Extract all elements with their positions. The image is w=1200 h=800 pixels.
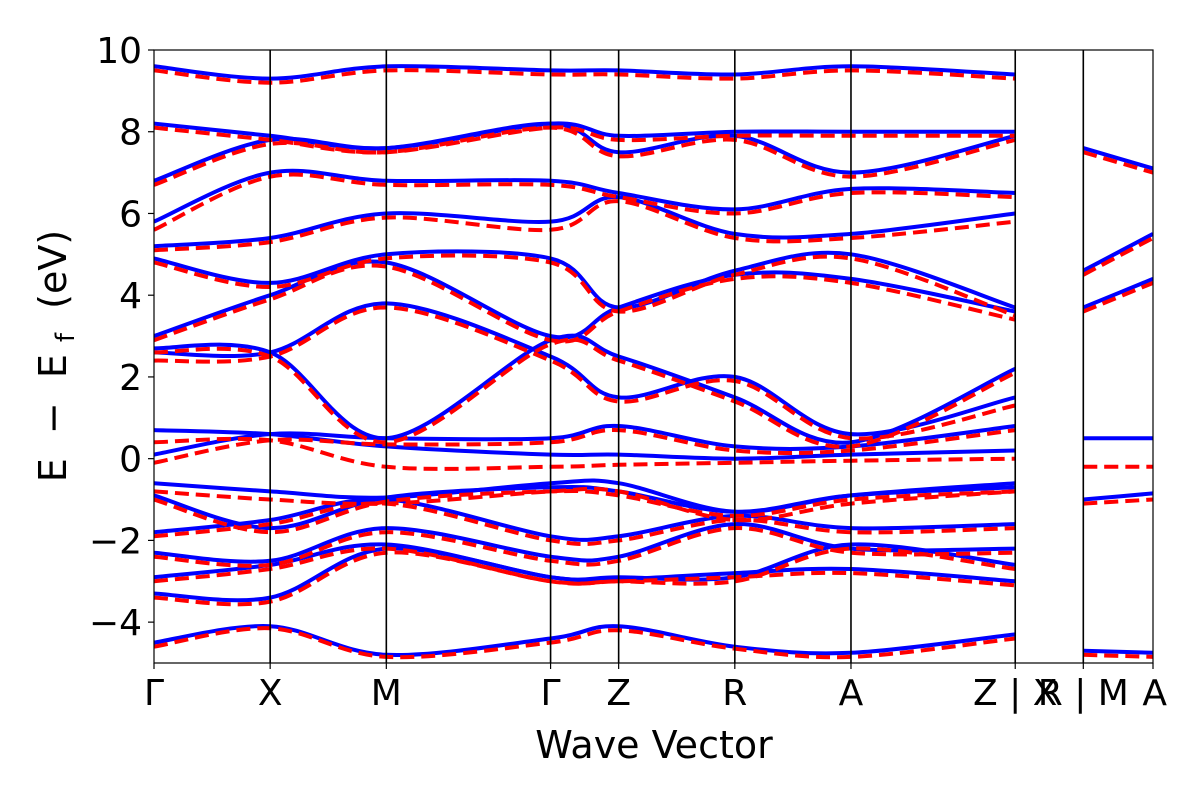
y-tick-label: −2 bbox=[89, 521, 142, 562]
x-tick-label: Γ bbox=[144, 673, 164, 714]
band-line bbox=[1083, 652, 1153, 659]
y-label-e-fermi: E bbox=[31, 354, 75, 378]
y-tick-label: 0 bbox=[119, 440, 142, 481]
plot-frame bbox=[153, 49, 1154, 664]
x-tick-label: A bbox=[839, 673, 864, 714]
kpoint-lines bbox=[269, 50, 1085, 663]
band-line bbox=[1083, 497, 1153, 506]
y-tick-label: 4 bbox=[119, 276, 142, 317]
band-line bbox=[1083, 648, 1153, 655]
x-tick-label: X bbox=[258, 673, 283, 714]
x-tick-label: A bbox=[1142, 673, 1167, 714]
band-line bbox=[154, 546, 1016, 586]
x-tick-label: Z bbox=[606, 673, 631, 714]
band-line bbox=[154, 550, 1016, 607]
band-line bbox=[1082, 146, 1153, 171]
band-line bbox=[154, 253, 1016, 318]
y-label-e: E bbox=[31, 458, 75, 482]
band-line bbox=[154, 263, 1016, 344]
svg-text:E − E f: E − E f (eV) bbox=[31, 230, 83, 482]
y-axis-ticks: −4 −2 0 2 4 6 8 10 bbox=[89, 31, 154, 644]
x-tick-label: R bbox=[722, 673, 747, 714]
y-tick-label: 8 bbox=[119, 113, 142, 154]
y-axis-label: E − E f (eV) bbox=[31, 230, 83, 482]
x-axis-label: Wave Vector bbox=[535, 723, 773, 767]
y-label-minus: − bbox=[31, 402, 75, 434]
band-line bbox=[154, 489, 1016, 535]
band-line bbox=[1082, 232, 1153, 273]
band-line bbox=[154, 501, 1016, 547]
x-tick-label: Γ bbox=[541, 673, 561, 714]
x-tick-label: R | M bbox=[1038, 673, 1129, 714]
x-axis-ticks: Γ X M Γ Z R A Z | XR | M A bbox=[144, 663, 1167, 714]
band-line bbox=[1082, 281, 1153, 314]
y-tick-label: 6 bbox=[119, 194, 142, 235]
band-line bbox=[154, 526, 1016, 568]
band-line bbox=[1082, 236, 1153, 277]
band-line bbox=[1082, 150, 1153, 175]
y-tick-label: 2 bbox=[119, 358, 142, 399]
y-label-unit: (eV) bbox=[31, 230, 75, 309]
y-tick-label: −4 bbox=[89, 603, 142, 644]
x-tick-label: Z | X bbox=[973, 673, 1057, 714]
band-line bbox=[1082, 277, 1153, 310]
y-label-subscript-f: f bbox=[51, 332, 81, 342]
band-line bbox=[1083, 491, 1153, 502]
y-tick-label: 10 bbox=[96, 31, 142, 72]
band-line bbox=[154, 259, 1016, 340]
x-tick-label: M bbox=[371, 673, 402, 714]
